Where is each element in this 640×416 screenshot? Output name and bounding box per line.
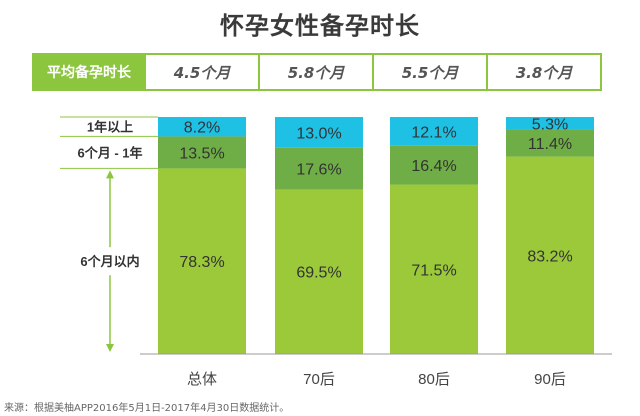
data-label: 13.0% bbox=[296, 125, 341, 142]
avg-duration-80s: 5.5个月 bbox=[372, 55, 486, 89]
avg-duration-table: 平均备孕时长 4.5个月 5.8个月 5.5个月 3.8个月 bbox=[32, 53, 602, 91]
avg-duration-total: 4.5个月 bbox=[144, 55, 258, 89]
data-label: 5.3% bbox=[532, 116, 568, 133]
data-label: 11.4% bbox=[528, 136, 572, 153]
legend-6to12: 6个月 - 1年 bbox=[77, 145, 142, 160]
data-label: 69.5% bbox=[296, 265, 341, 282]
avg-duration-90s: 3.8个月 bbox=[486, 55, 600, 89]
category-label: 70后 bbox=[303, 371, 335, 388]
bar-segment bbox=[158, 136, 246, 169]
arrow-head-down bbox=[106, 344, 114, 352]
avg-duration-label: 平均备孕时长 bbox=[34, 55, 144, 89]
arrow-head-up bbox=[106, 170, 114, 179]
data-label: 78.3% bbox=[179, 254, 224, 271]
bar-segment bbox=[390, 117, 478, 146]
data-label: 17.6% bbox=[296, 162, 341, 179]
category-label: 总体 bbox=[187, 371, 217, 388]
avg-duration-70s: 5.8个月 bbox=[258, 55, 372, 89]
legend-under6: 6个月以内 bbox=[80, 254, 139, 269]
bar-segment bbox=[275, 189, 363, 354]
data-label: 71.5% bbox=[411, 262, 456, 279]
category-label: 90后 bbox=[534, 371, 566, 388]
data-label: 16.4% bbox=[411, 158, 456, 175]
source-note: 来源：根据美柚APP2016年5月1日-2017年4月30日数据统计。 bbox=[4, 403, 290, 414]
data-label: 12.1% bbox=[411, 124, 456, 141]
bar-segment bbox=[506, 129, 594, 157]
bar-segment bbox=[275, 147, 363, 190]
bar-segment bbox=[390, 145, 478, 185]
bar-segment bbox=[390, 184, 478, 354]
data-label: 13.5% bbox=[179, 145, 224, 162]
data-label: 8.2% bbox=[184, 120, 220, 137]
chart-title: 怀孕女性备孕时长 bbox=[220, 12, 420, 40]
bar-segment bbox=[275, 117, 363, 148]
legend-over12: 1年以上 bbox=[87, 120, 133, 135]
data-label: 83.2% bbox=[527, 248, 572, 265]
category-label: 80后 bbox=[418, 371, 450, 388]
bar-segment bbox=[158, 168, 246, 354]
bar-segment bbox=[506, 156, 594, 354]
bar-segment bbox=[158, 117, 246, 137]
bar-segment bbox=[506, 117, 594, 130]
